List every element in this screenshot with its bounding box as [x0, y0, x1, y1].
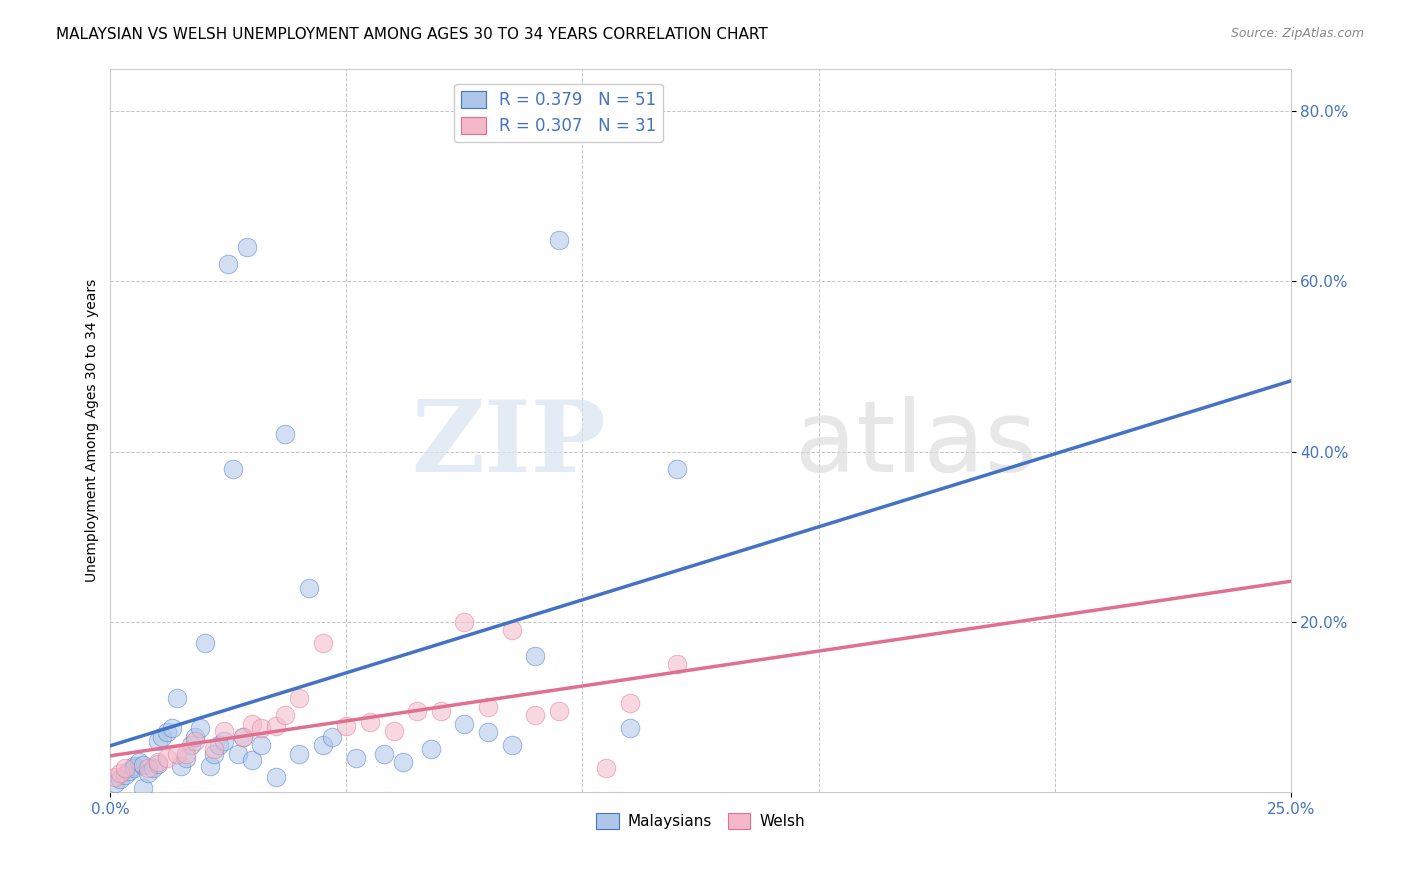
- Point: [114, 761, 136, 775]
- Point: [240, 753, 263, 767]
- Point: [136, 761, 159, 775]
- Point: [250, 721, 273, 735]
- Point: [122, 761, 145, 775]
- Point: [122, 759, 145, 773]
- Point: [373, 747, 395, 761]
- Point: [288, 747, 311, 761]
- Point: [240, 717, 263, 731]
- Point: [232, 730, 254, 744]
- Point: [166, 747, 188, 761]
- Point: [406, 704, 429, 718]
- Point: [146, 756, 169, 771]
- Point: [344, 751, 367, 765]
- Legend: Malaysians, Welsh: Malaysians, Welsh: [589, 806, 811, 835]
- Point: [132, 780, 155, 795]
- Text: MALAYSIAN VS WELSH UNEMPLOYMENT AMONG AGES 30 TO 34 YEARS CORRELATION CHART: MALAYSIAN VS WELSH UNEMPLOYMENT AMONG AG…: [56, 27, 768, 42]
- Point: [114, 768, 136, 782]
- Point: [665, 461, 688, 475]
- Point: [264, 718, 287, 732]
- Point: [174, 751, 197, 765]
- Point: [453, 717, 475, 731]
- Point: [595, 761, 617, 775]
- Point: [174, 747, 197, 761]
- Point: [184, 730, 207, 744]
- Point: [104, 770, 127, 784]
- Point: [312, 738, 335, 752]
- Point: [430, 704, 453, 718]
- Point: [118, 764, 141, 778]
- Point: [264, 770, 287, 784]
- Text: atlas: atlas: [794, 396, 1036, 493]
- Point: [212, 734, 235, 748]
- Point: [202, 742, 225, 756]
- Point: [142, 761, 165, 775]
- Point: [665, 657, 688, 672]
- Point: [524, 648, 547, 663]
- Point: [524, 708, 547, 723]
- Point: [226, 747, 249, 761]
- Point: [136, 766, 159, 780]
- Point: [128, 755, 150, 769]
- Point: [208, 738, 231, 752]
- Point: [166, 691, 188, 706]
- Point: [156, 725, 179, 739]
- Point: [547, 704, 569, 718]
- Point: [202, 747, 225, 761]
- Point: [194, 636, 217, 650]
- Point: [288, 691, 311, 706]
- Text: ZIP: ZIP: [411, 396, 606, 493]
- Point: [150, 730, 173, 744]
- Point: [619, 696, 641, 710]
- Point: [547, 234, 569, 248]
- Point: [250, 738, 273, 752]
- Point: [217, 257, 239, 271]
- Point: [298, 581, 321, 595]
- Point: [335, 718, 357, 732]
- Point: [188, 721, 211, 735]
- Point: [198, 759, 221, 773]
- Point: [501, 738, 523, 752]
- Point: [359, 715, 381, 730]
- Point: [222, 461, 245, 475]
- Text: Source: ZipAtlas.com: Source: ZipAtlas.com: [1230, 27, 1364, 40]
- Point: [212, 723, 235, 738]
- Point: [274, 708, 297, 723]
- Point: [321, 730, 343, 744]
- Point: [619, 721, 641, 735]
- Point: [236, 240, 259, 254]
- Point: [180, 738, 202, 752]
- Point: [108, 772, 131, 787]
- Point: [382, 723, 405, 738]
- Point: [392, 755, 415, 769]
- Point: [108, 766, 131, 780]
- Point: [104, 776, 127, 790]
- Point: [184, 734, 207, 748]
- Point: [160, 721, 183, 735]
- Point: [420, 742, 443, 756]
- Point: [274, 427, 297, 442]
- Point: [477, 725, 499, 739]
- Point: [146, 755, 169, 769]
- Point: [312, 636, 335, 650]
- Point: [146, 734, 169, 748]
- Y-axis label: Unemployment Among Ages 30 to 34 years: Unemployment Among Ages 30 to 34 years: [86, 278, 100, 582]
- Point: [453, 615, 475, 629]
- Point: [232, 730, 254, 744]
- Point: [170, 759, 193, 773]
- Point: [477, 699, 499, 714]
- Point: [132, 757, 155, 772]
- Point: [156, 751, 179, 765]
- Point: [501, 624, 523, 638]
